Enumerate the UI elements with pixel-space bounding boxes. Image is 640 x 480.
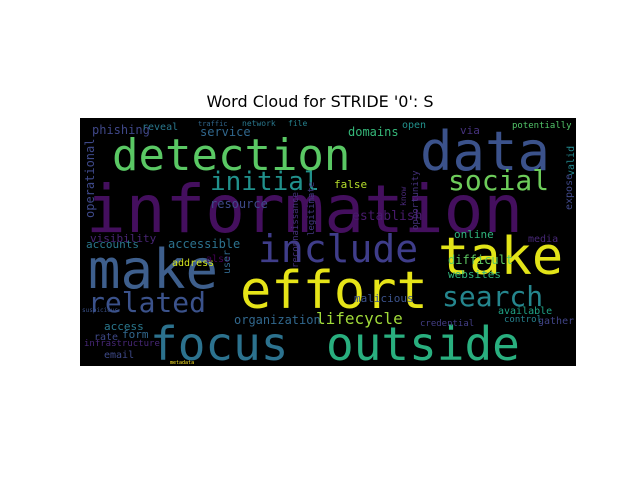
word-detection: detection [112,130,350,181]
word-organization: organization [234,313,321,327]
word-establish: establish [352,209,422,224]
word-potentially: potentially [512,121,572,131]
word-lifecycle: lifecycle [316,309,403,328]
word-operational: operational [83,139,97,218]
word-gather: gather [538,316,574,327]
word-effort: effort [240,261,428,321]
word-accessible: accessible [168,237,240,251]
word-valid: valid [566,146,576,176]
word-address: address [172,258,214,269]
word-include: include [258,227,418,271]
word-opportunity: opportunity [411,170,421,230]
word-focus: focus [150,317,288,366]
word-available: available [498,306,552,317]
word-media: media [528,234,558,245]
word-credential: credential [420,319,474,329]
word-online: online [454,228,494,241]
word-search: search [442,280,543,313]
word-information: information [86,171,523,248]
word-file: file [288,119,307,128]
word-data: data [420,120,550,183]
word-related: related [88,286,206,319]
word-open: open [402,120,426,131]
word-expose: expose [564,174,575,210]
word-service: service [200,125,251,139]
word-legitimate: legitimate [307,182,317,236]
word-malicious: malicious [354,292,414,305]
word-resource: resource [210,197,268,211]
word-user: user [222,250,233,274]
word-via: via [460,124,480,137]
word-know: know [399,187,408,206]
word-social: social [448,164,549,197]
word-make: make [88,238,218,301]
word-reveal: reveal [142,122,178,133]
word-initial: initial [210,167,320,197]
word-metadata: metadata [170,360,194,366]
word-access: access [104,320,144,333]
cloud-background [80,118,576,366]
word-network: network [242,119,276,128]
word-phishing: phishing [92,123,150,137]
word-false: false [334,178,367,191]
word-take: take [438,227,563,287]
word-visibility: visibility [90,232,157,245]
word-form: form [122,328,149,341]
chart-title: Word Cloud for STRIDE '0': S [206,92,434,111]
word-accounts: accounts [86,238,139,251]
word-websites: websites [448,268,501,281]
word-outside: outside [326,317,520,366]
word-traffic: traffic [198,120,228,128]
word-also: also [206,254,230,265]
word-difficult: difficult [448,253,513,267]
word-control: control [504,315,542,325]
word-rate: rate [94,332,118,343]
word-infrastructure: infrastructure [84,339,160,349]
word-domains: domains [348,125,399,139]
word-reconnaissance: reconnaissance [291,192,301,268]
word-suspicious: suspicious [82,307,119,314]
word-email: email [104,350,134,361]
